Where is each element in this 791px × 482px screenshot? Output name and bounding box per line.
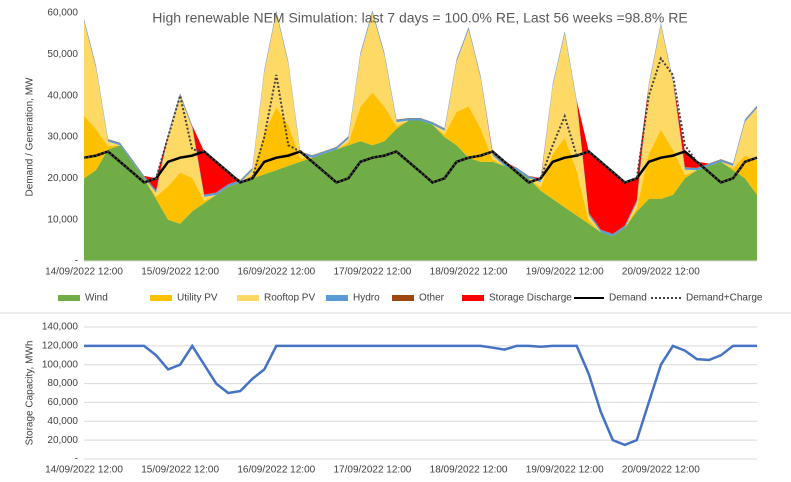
x-tick-label: 20/09/2022 12:00 <box>622 465 700 476</box>
legend-swatch <box>462 295 484 301</box>
y-tick-label: 30,000 <box>47 132 78 143</box>
legend-swatch <box>237 295 259 301</box>
y-tick-label: 120,000 <box>42 340 79 351</box>
y-tick-label: 20,000 <box>47 435 78 446</box>
legend-label: Other <box>419 293 445 304</box>
x-tick-label: 15/09/2022 12:00 <box>141 267 219 278</box>
y-tick-label: 40,000 <box>47 416 78 427</box>
y-tick-label: 60,000 <box>47 397 78 408</box>
area <box>84 120 757 261</box>
x-tick-label: 19/09/2022 12:00 <box>526 465 604 476</box>
x-tick-label: 16/09/2022 12:00 <box>237 465 315 476</box>
y-tick-label: 100,000 <box>42 359 79 370</box>
y-tick-label: - <box>75 256 78 267</box>
y-tick-label: 20,000 <box>47 173 78 184</box>
x-tick-label: 17/09/2022 12:00 <box>333 465 411 476</box>
y-tick-label: 50,000 <box>47 49 78 60</box>
area <box>84 10 757 234</box>
legend-swatch <box>150 295 172 301</box>
legend-label: Utility PV <box>177 293 218 304</box>
x-tick-label: 19/09/2022 12:00 <box>526 267 604 278</box>
legend-swatch <box>58 295 80 301</box>
y-tick-label: 140,000 <box>42 322 79 333</box>
x-tick-label: 18/09/2022 12:00 <box>430 465 508 476</box>
y-tick-label: 60,000 <box>47 8 78 19</box>
x-tick-label: 15/09/2022 12:00 <box>141 465 219 476</box>
legend-swatch <box>326 295 348 301</box>
x-tick-label: 18/09/2022 12:00 <box>430 267 508 278</box>
y-tick-label: 10,000 <box>47 214 78 225</box>
legend-swatch <box>392 295 414 301</box>
legend-label: Demand <box>609 293 647 304</box>
legend-label: Hydro <box>353 293 380 304</box>
y-tick-label: - <box>75 454 78 465</box>
chart-title: High renewable NEM Simulation: last 7 da… <box>152 10 687 26</box>
x-tick-label: 16/09/2022 12:00 <box>237 267 315 278</box>
line <box>84 343 757 447</box>
x-tick-label: 17/09/2022 12:00 <box>333 267 411 278</box>
x-tick-label: 14/09/2022 12:00 <box>45 465 123 476</box>
legend-label: Wind <box>85 293 108 304</box>
legend-label: Storage Discharge <box>489 293 572 304</box>
x-tick-label: 14/09/2022 12:00 <box>45 267 123 278</box>
line <box>83 150 758 184</box>
x-tick-label: 20/09/2022 12:00 <box>622 267 700 278</box>
legend-label: Demand+Charge <box>686 293 763 304</box>
y-tick-label: 80,000 <box>47 378 78 389</box>
y-tick-label: 40,000 <box>47 90 78 101</box>
y-axis-label: Storage Capacity, MWh <box>25 341 36 446</box>
y-axis-label: Demand / Generation, MW <box>25 77 36 196</box>
legend-label: Rooftop PV <box>264 293 315 304</box>
